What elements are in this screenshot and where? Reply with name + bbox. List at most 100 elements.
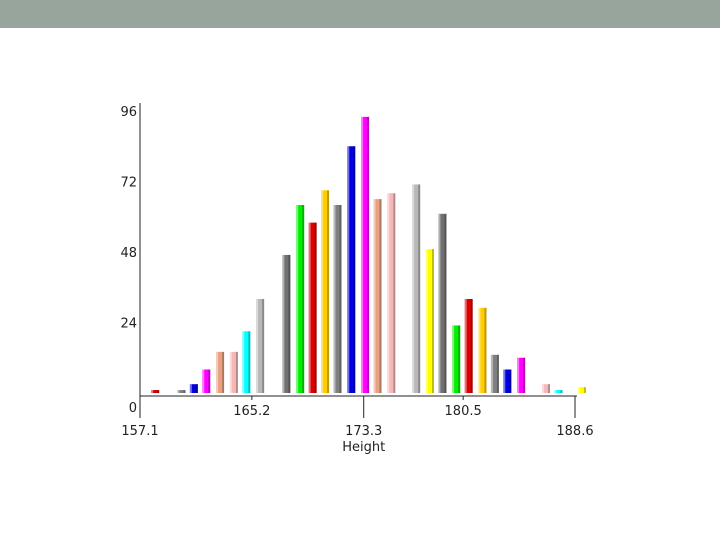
bar-highlight-1 bbox=[177, 390, 180, 393]
x-tick-label-bottom-0: 157.1 bbox=[121, 424, 158, 439]
bar-shadow-26 bbox=[548, 384, 550, 393]
bar-highlight-24 bbox=[503, 369, 506, 393]
bar-shadow-9 bbox=[302, 205, 305, 393]
bar-28 bbox=[577, 387, 586, 393]
bar-highlight-13 bbox=[347, 146, 350, 393]
bar-highlight-6 bbox=[242, 331, 245, 393]
bar-1 bbox=[177, 390, 186, 393]
bar-shadow-20 bbox=[458, 325, 461, 393]
bar-highlight-20 bbox=[452, 325, 455, 393]
bar-27 bbox=[554, 390, 563, 393]
bar-shadow-0 bbox=[157, 390, 160, 393]
bar-9 bbox=[296, 205, 305, 393]
bar-shadow-14 bbox=[367, 116, 370, 393]
bar-highlight-28 bbox=[577, 387, 580, 393]
bar-highlight-3 bbox=[202, 369, 205, 393]
bar-8 bbox=[282, 254, 291, 393]
bar-15 bbox=[373, 199, 382, 393]
bar-highlight-26 bbox=[542, 384, 544, 393]
bar-shadow-12 bbox=[339, 205, 342, 393]
bar-highlight-7 bbox=[256, 299, 259, 393]
bar-shadow-7 bbox=[262, 299, 265, 393]
bar-highlight-8 bbox=[282, 254, 285, 393]
bar-highlight-2 bbox=[189, 384, 192, 393]
bar-2 bbox=[189, 384, 198, 393]
bar-24 bbox=[503, 369, 512, 393]
bar-shadow-24 bbox=[509, 369, 512, 393]
bar-highlight-11 bbox=[321, 190, 324, 393]
bar-16 bbox=[387, 193, 396, 393]
bar-highlight-17 bbox=[412, 184, 415, 393]
x-tick-label-top-1: 180.5 bbox=[445, 404, 482, 419]
bar-shadow-18 bbox=[432, 249, 434, 393]
bar-shadow-8 bbox=[288, 254, 291, 393]
bar-highlight-23 bbox=[490, 354, 493, 393]
bar-18 bbox=[426, 249, 434, 393]
bar-shadow-1 bbox=[183, 390, 186, 393]
bar-shadow-27 bbox=[560, 390, 563, 393]
bar-shadow-17 bbox=[418, 184, 421, 393]
ticks-group: 0 24 48 72 96 157.1 173.3 188.6 165.2 180.5 bbox=[120, 105, 593, 439]
bar-highlight-4 bbox=[216, 351, 219, 393]
bar-13 bbox=[347, 146, 356, 393]
bar-highlight-15 bbox=[373, 199, 376, 393]
bar-shadow-2 bbox=[195, 384, 198, 393]
bar-highlight-9 bbox=[296, 205, 299, 393]
bar-12 bbox=[333, 205, 342, 393]
bar-highlight-19 bbox=[438, 213, 441, 393]
bar-highlight-18 bbox=[426, 249, 428, 393]
bar-7 bbox=[256, 299, 265, 393]
bar-shadow-3 bbox=[208, 369, 211, 393]
bar-highlight-25 bbox=[517, 357, 520, 393]
bars-group bbox=[151, 116, 586, 393]
y-tick-label-3: 72 bbox=[120, 176, 137, 191]
bar-highlight-14 bbox=[361, 116, 364, 393]
bar-6 bbox=[242, 331, 251, 393]
bar-shadow-23 bbox=[496, 354, 499, 393]
bar-3 bbox=[202, 369, 211, 393]
bar-14 bbox=[361, 116, 370, 393]
bar-highlight-22 bbox=[478, 307, 481, 393]
bar-highlight-10 bbox=[308, 222, 311, 393]
x-tick-label-bottom-2: 188.6 bbox=[556, 424, 593, 439]
y-tick-label-0: 0 bbox=[129, 401, 137, 416]
slide-header-band bbox=[0, 0, 720, 28]
bar-shadow-5 bbox=[235, 351, 238, 393]
bar-0 bbox=[151, 390, 160, 393]
bar-shadow-4 bbox=[222, 351, 225, 393]
bar-10 bbox=[308, 222, 317, 393]
bar-highlight-0 bbox=[151, 390, 154, 393]
bar-shadow-11 bbox=[327, 190, 330, 393]
bar-shadow-13 bbox=[353, 146, 356, 393]
bar-5 bbox=[229, 351, 238, 393]
bar-shadow-6 bbox=[248, 331, 251, 393]
bar-19 bbox=[438, 213, 447, 393]
bar-17 bbox=[412, 184, 421, 393]
bar-shadow-22 bbox=[484, 307, 487, 393]
bar-shadow-10 bbox=[314, 222, 317, 393]
y-tick-label-4: 96 bbox=[120, 105, 137, 120]
bar-shadow-16 bbox=[393, 193, 396, 393]
bar-shadow-15 bbox=[379, 199, 382, 393]
x-axis-title: Height bbox=[342, 440, 385, 455]
bar-21 bbox=[464, 299, 473, 393]
bar-26 bbox=[542, 384, 550, 393]
bar-shadow-25 bbox=[523, 357, 526, 393]
bar-20 bbox=[452, 325, 461, 393]
bar-highlight-21 bbox=[464, 299, 467, 393]
bar-11 bbox=[321, 190, 330, 393]
bar-highlight-12 bbox=[333, 205, 336, 393]
bar-4 bbox=[216, 351, 225, 393]
bar-highlight-16 bbox=[387, 193, 390, 393]
bar-highlight-27 bbox=[554, 390, 557, 393]
y-tick-label-1: 24 bbox=[120, 317, 137, 332]
bar-23 bbox=[490, 354, 499, 393]
bar-shadow-19 bbox=[444, 213, 447, 393]
bar-22 bbox=[478, 307, 487, 393]
bar-highlight-5 bbox=[229, 351, 232, 393]
bar-shadow-21 bbox=[470, 299, 473, 393]
bar-shadow-28 bbox=[583, 387, 586, 393]
y-tick-label-2: 48 bbox=[120, 246, 137, 261]
bar-25 bbox=[517, 357, 526, 393]
